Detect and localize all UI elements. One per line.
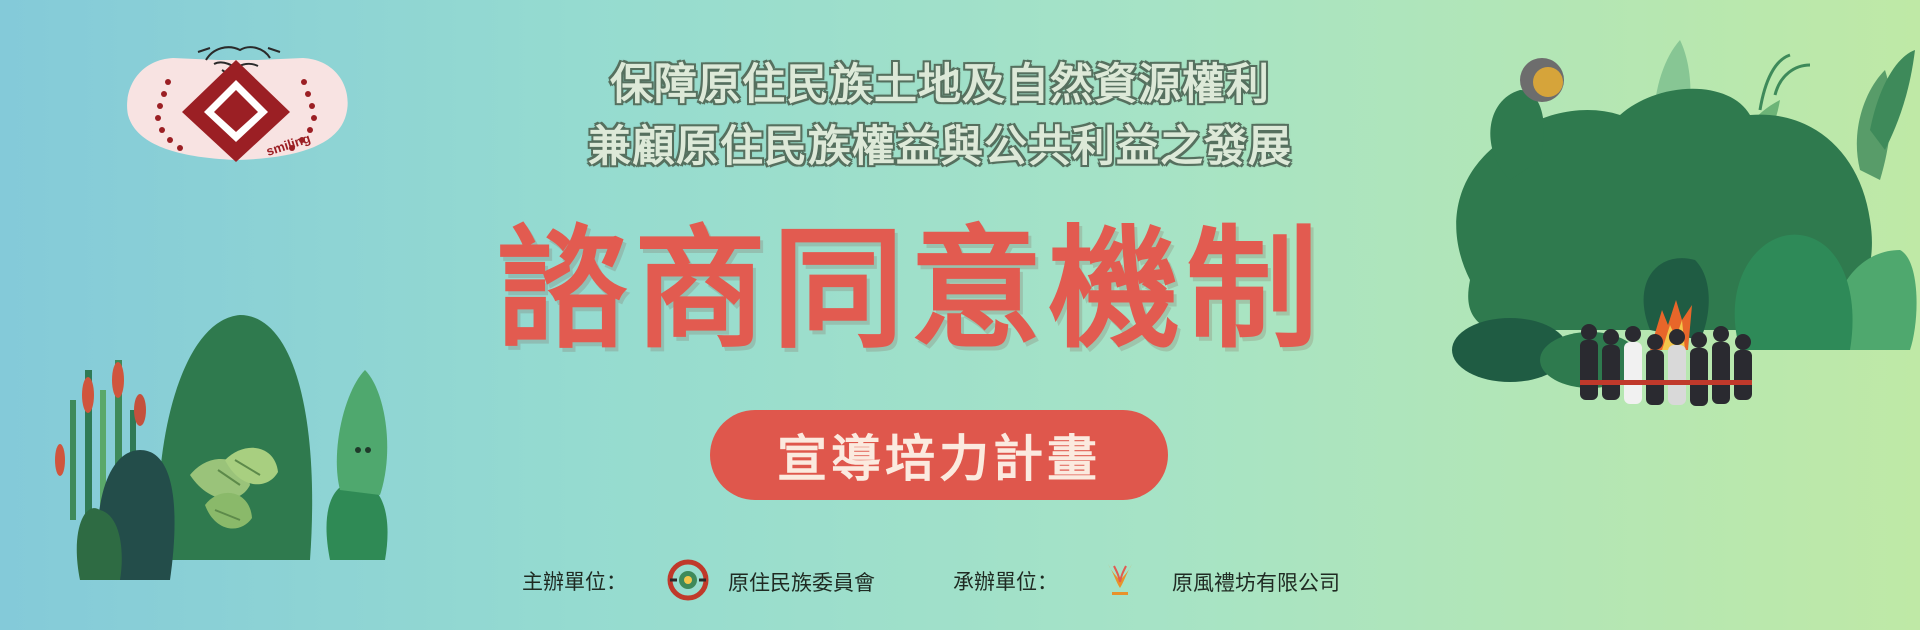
dancers-circle-icon — [1580, 324, 1752, 406]
program-badge: 宣導培力計畫 — [710, 410, 1168, 500]
cip-logo-icon — [667, 559, 709, 601]
small-green-creature-icon — [326, 481, 388, 560]
main-title: 諮商同意機制 — [496, 213, 1324, 367]
organizer-organization: 原風禮坊有限公司 — [1172, 572, 1340, 595]
leaf-cluster-icon — [190, 447, 278, 529]
subtitle-line-2: 兼顧原住民族權益與公共利益之發展 — [587, 121, 1292, 173]
host-label: 主辦單位： — [522, 571, 627, 594]
right-forest-illustration — [1452, 40, 1917, 406]
host-organization: 原住民族委員會 — [728, 572, 875, 595]
smiling-logo: smiling — [127, 46, 348, 162]
program-label: 宣導培力計畫 — [777, 430, 1101, 488]
diamond-pattern-icon — [155, 60, 317, 162]
organizer-logo-icon — [1108, 564, 1132, 595]
left-forest-illustration — [55, 315, 388, 580]
guitar-player-creature-icon — [1833, 250, 1917, 350]
large-green-mound-icon — [158, 315, 313, 560]
organizer-label: 承辦單位： — [953, 571, 1058, 594]
subtitle-line-1: 保障原住民族土地及自然資源權利 — [609, 59, 1270, 111]
